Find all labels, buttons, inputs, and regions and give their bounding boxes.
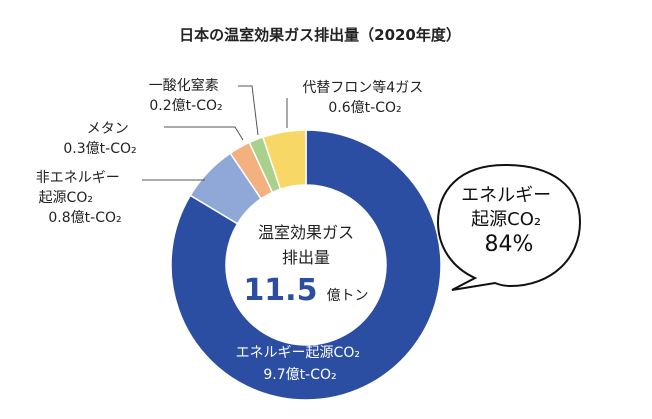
chart-title: 日本の温室効果ガス排出量（2020年度） bbox=[179, 26, 461, 44]
slice-fluorocarbons bbox=[261, 129, 307, 191]
callout-line3: 84% bbox=[485, 232, 534, 257]
leader-lines bbox=[142, 85, 288, 181]
donut-slices bbox=[170, 129, 442, 401]
label-methane-line2: 0.3億t-CO₂ bbox=[63, 141, 136, 157]
label-fluorocarbons-line1: 代替フロン等4ガス bbox=[302, 79, 423, 96]
label-nonenergy-co2-line1: 非エネルギー bbox=[36, 170, 120, 186]
center-label-line1: 温室効果ガス bbox=[258, 223, 354, 242]
callout-bubble bbox=[436, 163, 582, 291]
label-fluorocarbons-line2: 0.6億t-CO₂ bbox=[328, 100, 401, 116]
center-total-unit: 億トン bbox=[327, 288, 369, 304]
label-nonenergy-co2-line2: 起源CO₂ bbox=[39, 190, 93, 206]
leader-line-n2o bbox=[238, 85, 259, 136]
callout-text: エネルギー 起源CO₂ 84% bbox=[461, 185, 557, 257]
label-fluorocarbons: 代替フロン等4ガス 0.6億t-CO₂ bbox=[302, 79, 427, 116]
callout-line2: 起源CO₂ bbox=[471, 209, 541, 230]
label-methane-line1: メタン bbox=[87, 121, 129, 137]
center-label-line2: 排出量 bbox=[282, 248, 330, 267]
label-nonenergy-co2: 非エネルギー 起源CO₂ 0.8億t-CO₂ bbox=[36, 170, 124, 226]
label-methane: メタン 0.3億t-CO₂ bbox=[63, 121, 136, 157]
callout-line1: エネルギー bbox=[461, 185, 551, 206]
label-n2o-line1: 一酸化窒素 bbox=[149, 77, 219, 94]
label-nonenergy-co2-line3: 0.8億t-CO₂ bbox=[48, 210, 121, 226]
leader-line-methane bbox=[164, 126, 244, 141]
slice-energy-co2 bbox=[170, 129, 442, 401]
center-total-value: 11.5 bbox=[243, 273, 317, 308]
label-n2o-line2: 0.2億t-CO₂ bbox=[149, 98, 222, 114]
label-energy-co2: エネルギー起源CO₂ 9.7億t-CO₂ bbox=[236, 345, 365, 383]
label-n2o: 一酸化窒素 0.2億t-CO₂ bbox=[149, 77, 223, 114]
label-energy-co2-line1: エネルギー起源CO₂ bbox=[236, 345, 360, 361]
label-energy-co2-line2: 9.7億t-CO₂ bbox=[263, 367, 336, 383]
center-total: 11.5 億トン bbox=[243, 273, 368, 308]
